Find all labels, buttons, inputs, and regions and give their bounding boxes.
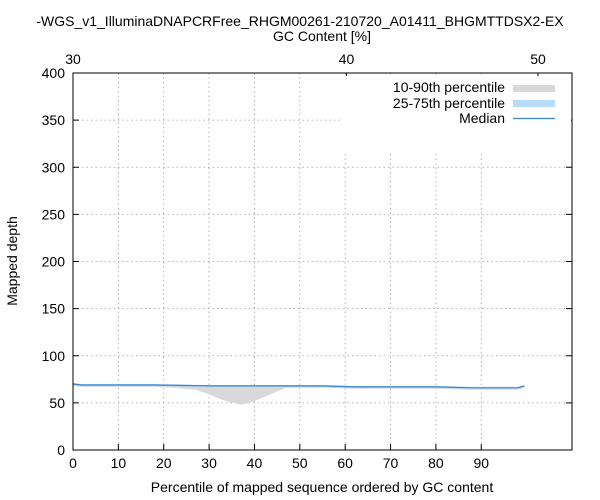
x-tick-label: 0 [69, 455, 77, 471]
y-tick-label: 50 [49, 395, 65, 411]
x-tick-label: 10 [111, 455, 127, 471]
x2-tick-label: 30 [65, 51, 81, 67]
median-line [72, 383, 525, 389]
y-tick-label: 400 [42, 65, 66, 81]
y-tick-label: 0 [57, 442, 65, 458]
x-tick-label: 20 [156, 455, 172, 471]
y-tick-label: 100 [42, 348, 66, 364]
legend-label-p10-90: 10-90th percentile [393, 79, 505, 95]
x-tick-label: 80 [428, 455, 444, 471]
legend-swatch-p10-90 [513, 85, 555, 92]
band-p10-90 [73, 383, 525, 405]
x-tick-label: 70 [383, 455, 399, 471]
legend-label-p25-75: 25-75th percentile [393, 95, 505, 111]
y-tick-label: 300 [42, 159, 66, 175]
y-tick-label: 250 [42, 206, 66, 222]
plot-area [72, 383, 525, 405]
legend-label-median: Median [459, 110, 505, 126]
top-axis-label: GC Content [%] [273, 28, 371, 44]
axis-ticks: 0 10 20 30 40 50 60 70 80 90 0 50 100 150 200 250 300 350… [42, 51, 572, 471]
y-tick-label: 350 [42, 112, 66, 128]
x-axis-label: Percentile of mapped sequence ordered by… [151, 479, 494, 495]
x-tick-label: 50 [292, 455, 308, 471]
x-tick-label: 40 [247, 455, 263, 471]
x-tick-label: 90 [473, 455, 489, 471]
legend: 10-90th percentile 25-75th percentile Me… [343, 76, 571, 152]
y-tick-label: 150 [42, 301, 66, 317]
legend-swatch-p25-75 [513, 100, 555, 107]
y-tick-label: 200 [42, 254, 66, 270]
chart-title: -WGS_v1_IlluminaDNAPCRFree_RHGM00261-210… [36, 13, 564, 29]
x2-tick-label: 40 [339, 51, 355, 67]
x-tick-label: 60 [337, 455, 353, 471]
x2-tick-label: 50 [530, 51, 546, 67]
x-tick-label: 30 [201, 455, 217, 471]
y-axis-label: Mapped depth [4, 216, 20, 306]
